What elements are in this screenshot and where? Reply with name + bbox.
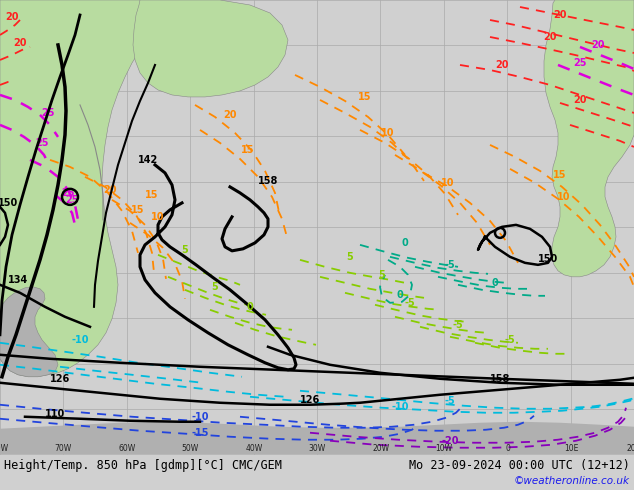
Text: 158: 158 [490,374,510,384]
Text: 20: 20 [573,95,586,105]
Text: Mo 23-09-2024 00:00 UTC (12+12): Mo 23-09-2024 00:00 UTC (12+12) [409,459,630,472]
Text: 70W: 70W [55,444,72,453]
Text: 80W: 80W [0,444,9,453]
Text: 40W: 40W [245,444,262,453]
Text: 150: 150 [538,254,558,264]
Text: 25: 25 [41,108,55,118]
Polygon shape [133,0,288,97]
Text: 20W: 20W [372,444,389,453]
Text: -10: -10 [71,335,89,345]
Text: 15: 15 [131,205,145,215]
Text: 5: 5 [347,252,353,262]
Polygon shape [0,287,58,377]
Text: 15: 15 [553,170,567,180]
Text: 126: 126 [50,374,70,384]
Text: -5: -5 [444,396,455,406]
Text: -10: -10 [391,402,409,412]
Text: 5: 5 [378,270,385,280]
Text: Height/Temp. 850 hPa [gdmp][°C] CMC/GEM: Height/Temp. 850 hPa [gdmp][°C] CMC/GEM [4,459,282,472]
Text: -5: -5 [404,298,415,308]
Text: 20E: 20E [627,444,634,453]
Text: 10: 10 [381,128,395,138]
Text: 15: 15 [145,190,158,200]
Text: -10: -10 [191,412,209,422]
Text: 0: 0 [247,302,254,312]
Text: 20: 20 [13,38,27,48]
Text: 20: 20 [553,10,567,20]
Text: 15: 15 [358,92,372,102]
Text: 0: 0 [491,278,498,288]
Text: 25: 25 [36,138,49,148]
Text: 0: 0 [505,444,510,453]
Text: 110: 110 [45,409,65,419]
Text: -20: -20 [441,436,459,446]
Text: 15: 15 [242,145,255,155]
Text: 158: 158 [258,176,278,186]
Text: 25: 25 [65,195,79,205]
Polygon shape [0,422,634,455]
Text: 126: 126 [300,395,320,405]
Text: -15: -15 [191,428,209,438]
Text: -5: -5 [444,260,455,270]
Text: 10W: 10W [436,444,453,453]
Text: 142: 142 [138,155,158,165]
Text: 25: 25 [573,58,586,68]
Text: 60W: 60W [119,444,136,453]
Text: 5: 5 [181,245,188,255]
Text: 0: 0 [401,238,408,248]
Polygon shape [0,0,165,377]
Text: 20: 20 [543,32,557,42]
Text: 20: 20 [223,110,236,120]
Text: 10: 10 [557,192,571,202]
Text: 20: 20 [495,60,508,70]
Text: 10E: 10E [564,444,578,453]
Text: 10: 10 [441,178,455,188]
Text: ©weatheronline.co.uk: ©weatheronline.co.uk [514,476,630,486]
Text: 0: 0 [397,290,403,300]
Text: -5: -5 [505,335,515,345]
Text: 10: 10 [152,212,165,222]
Text: 50W: 50W [181,444,198,453]
Text: 25: 25 [61,188,75,198]
Text: -5: -5 [453,320,463,330]
Text: 20: 20 [592,40,605,50]
Text: 30W: 30W [308,444,326,453]
Text: 134: 134 [8,275,28,285]
Text: 150: 150 [0,198,18,208]
Polygon shape [544,0,634,277]
Text: 20: 20 [5,12,19,22]
Text: 5: 5 [212,282,218,292]
Text: 20: 20 [103,185,117,195]
